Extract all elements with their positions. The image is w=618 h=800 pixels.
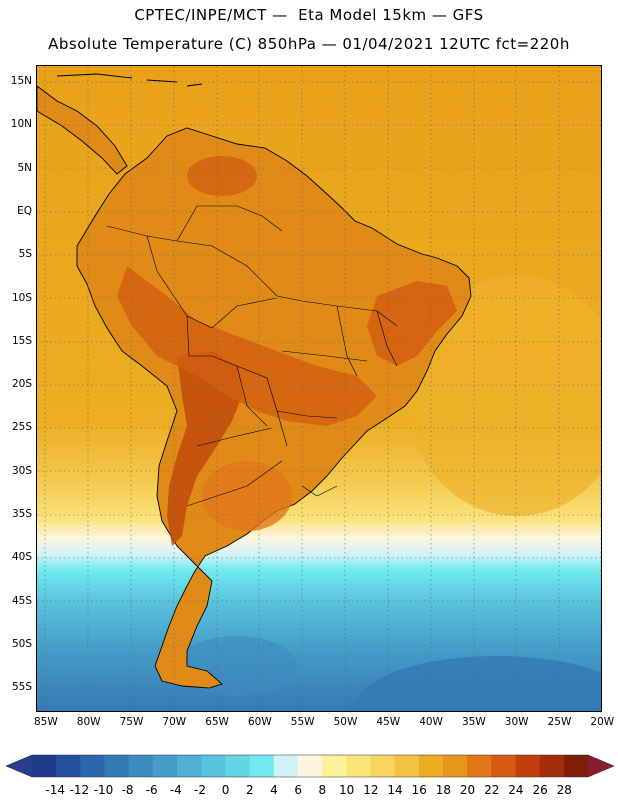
temperature-map	[36, 65, 602, 712]
lon-label: 85W	[34, 716, 58, 728]
lat-label: 5S	[18, 248, 32, 261]
colorbar-swatch	[104, 755, 129, 777]
colorbar	[5, 754, 615, 778]
venezuela-hot-spot	[187, 156, 257, 196]
map-title: CPTEC/INPE/MCT — Eta Model 15km — GFS	[134, 6, 484, 24]
lon-label: 55W	[290, 716, 315, 728]
lon-label: 40W	[419, 716, 443, 728]
colorbar-swatch	[152, 755, 178, 777]
colorbar-swatch	[128, 755, 154, 777]
colorbar-swatch	[346, 755, 371, 777]
lat-label: 5N	[17, 161, 32, 174]
lat-label: 55S	[11, 681, 32, 694]
colorbar-swatch	[56, 755, 81, 777]
lon-label: 80W	[76, 716, 101, 728]
colorbar-low-arrow	[6, 755, 32, 777]
colorbar-label: 28	[556, 783, 572, 797]
lon-label: 70W	[162, 716, 187, 728]
colorbar-swatch	[225, 755, 250, 777]
lat-label: 35S	[11, 508, 32, 520]
lat-label: 10N	[10, 118, 32, 131]
central-america-land	[37, 85, 128, 175]
colorbar-label: 0	[221, 783, 230, 797]
lat-label: 30S	[11, 464, 32, 477]
colorbar-label: 8	[318, 783, 327, 797]
colorbar-swatch	[80, 755, 105, 777]
colorbar-label: -10	[93, 783, 114, 797]
colorbar-label: 14	[387, 783, 403, 797]
northeast-hot-zone	[367, 281, 457, 366]
colorbar-swatch	[418, 755, 444, 777]
colorbar-label: -4	[169, 783, 182, 797]
colorbar-label: 26	[532, 783, 548, 797]
colorbar-swatch	[177, 755, 202, 777]
lat-label: EQ	[17, 204, 32, 217]
colorbar-label: -12	[69, 783, 90, 797]
colorbar-swatch	[273, 755, 299, 777]
colorbar-swatch	[563, 755, 589, 777]
colorbar-label: 22	[484, 783, 500, 797]
colorbar-label: 20	[459, 783, 476, 797]
country-borders	[106, 205, 398, 507]
lon-label: 20W	[590, 716, 615, 728]
central-hot-zone	[117, 266, 377, 426]
lon-label: 60W	[248, 716, 272, 728]
map-canvas	[37, 66, 601, 711]
colorbar-label: -2	[194, 783, 206, 797]
lon-label: 50W	[333, 716, 358, 728]
lat-label: 45S	[11, 594, 32, 607]
colorbar-swatch	[201, 755, 226, 777]
lat-label: 25S	[11, 421, 32, 434]
colorbar-swatch	[491, 755, 516, 777]
lat-label: 20S	[11, 378, 32, 391]
lon-label: 65W	[205, 716, 229, 728]
colorbar-swatch	[394, 755, 420, 777]
colorbar-swatch	[467, 755, 492, 777]
cold-south-atlantic	[357, 656, 601, 711]
colorbar-swatch	[249, 755, 275, 777]
caribbean-islands	[56, 73, 203, 87]
colorbar-label: -8	[121, 783, 134, 797]
colorbar-label: 10	[339, 783, 355, 797]
colorbar-swatch	[442, 755, 468, 777]
lat-label: 15N	[10, 75, 32, 87]
warm-atlantic-band	[407, 276, 601, 516]
colorbar-label: 12	[363, 783, 379, 797]
map-subtitle: Absolute Temperature (C) 850hPa — 01/04/…	[48, 35, 570, 53]
colorbar-swatch	[539, 755, 565, 777]
lat-label: 15S	[11, 334, 32, 347]
colorbar-label: -6	[145, 783, 158, 797]
lon-label: 25W	[547, 716, 572, 728]
lon-label: 35W	[462, 716, 486, 728]
andes-warm-ridge	[167, 351, 242, 546]
lat-label: 50S	[11, 637, 32, 650]
lon-label: 45W	[376, 716, 401, 728]
colorbar-label: 6	[294, 783, 302, 797]
colorbar-swatch	[370, 755, 395, 777]
colorbar-swatch	[297, 755, 323, 777]
colorbar-swatch	[322, 755, 347, 777]
colorbar-swatch	[32, 755, 57, 777]
colorbar-label: 18	[435, 783, 452, 797]
lat-label: 40S	[11, 551, 32, 564]
lon-label: 30W	[504, 716, 529, 728]
colorbar-label: 4	[270, 783, 278, 797]
lat-label: 10S	[11, 291, 32, 304]
colorbar-label: 2	[245, 783, 254, 797]
colorbar-label: 16	[411, 783, 427, 797]
colorbar-label: 24	[508, 783, 524, 797]
colorbar-label: -14	[45, 783, 65, 797]
southern-cone-warm	[202, 461, 292, 531]
colorbar-high-arrow	[588, 755, 614, 777]
lon-label: 75W	[119, 716, 144, 728]
colorbar-swatch	[515, 755, 540, 777]
colorbar-outline	[5, 754, 615, 778]
